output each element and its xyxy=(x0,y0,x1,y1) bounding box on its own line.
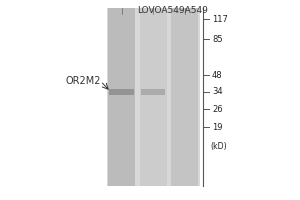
Text: OR2M2: OR2M2 xyxy=(66,76,101,86)
Bar xyxy=(106,8,200,186)
Text: 19: 19 xyxy=(212,122,223,132)
Text: 117: 117 xyxy=(212,15,228,23)
Bar xyxy=(140,8,166,186)
Bar xyxy=(141,89,165,95)
Text: 85: 85 xyxy=(212,34,223,44)
Bar xyxy=(171,8,198,186)
Bar xyxy=(109,89,134,95)
Text: 48: 48 xyxy=(212,71,223,79)
Text: LOVOA549A549: LOVOA549A549 xyxy=(137,6,208,15)
Text: 26: 26 xyxy=(212,105,223,114)
Text: 34: 34 xyxy=(212,88,223,97)
Bar xyxy=(108,8,135,186)
Text: (kD): (kD) xyxy=(211,142,227,152)
